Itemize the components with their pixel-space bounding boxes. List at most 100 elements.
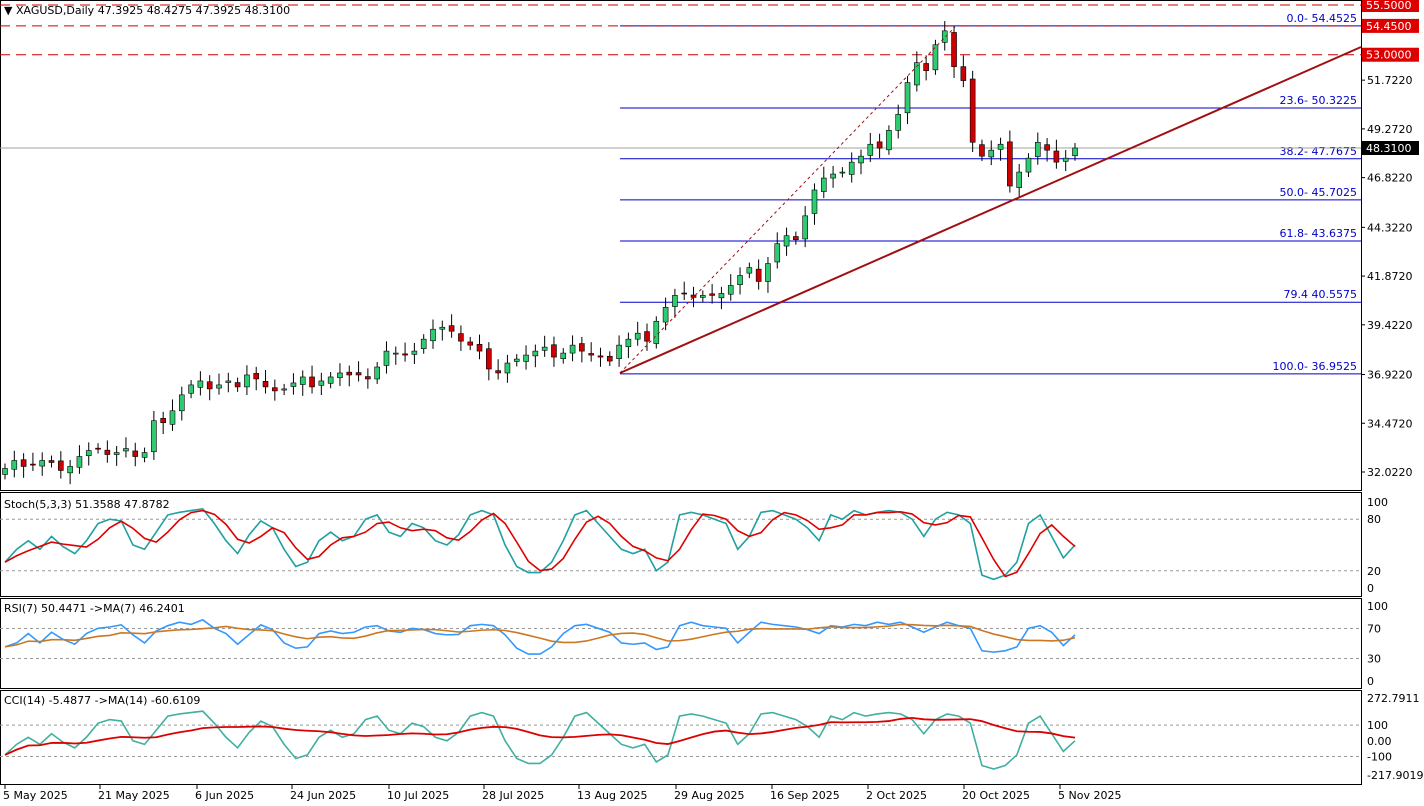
candle-body	[448, 325, 455, 332]
candle-body	[1034, 141, 1041, 157]
trendline[interactable]	[619, 46, 1362, 374]
dropdown-triangle-icon[interactable]: ▼	[4, 4, 13, 17]
candle-body	[216, 384, 222, 389]
candle-body	[932, 44, 939, 71]
candle-body	[113, 452, 120, 455]
current-price-label: 48.3100	[1366, 142, 1412, 155]
rsi-axis-label: 70	[1367, 623, 1381, 636]
candle-body	[858, 155, 864, 164]
candle-body	[709, 293, 715, 296]
candle-body	[467, 341, 474, 346]
candle-body	[160, 418, 166, 424]
rsi-label: RSI(7) 50.4471 ->MA(7) 46.2401	[4, 602, 185, 615]
candle-body	[392, 352, 399, 355]
symbol-label: XAGUSD,Daily	[15, 4, 95, 17]
candle-body	[867, 143, 874, 156]
candle-body	[11, 460, 18, 470]
candle-body	[411, 350, 418, 355]
candle-body	[76, 456, 83, 468]
candle-body	[206, 381, 213, 390]
cci-plot: 272.7911 100 0.00 -100 -217.9019	[0, 692, 1423, 782]
candle-body	[383, 350, 390, 366]
date-tick-label: 28 Jul 2025	[482, 789, 544, 802]
cci-axis-label: 272.7911	[1367, 692, 1420, 705]
candle-body	[1007, 141, 1013, 187]
candle-body	[58, 460, 64, 471]
cci-axis-label: 0.00	[1367, 735, 1392, 748]
candle-body	[513, 358, 520, 362]
candle-body	[941, 30, 948, 43]
candle-body	[281, 388, 287, 391]
candle-body	[253, 373, 260, 380]
candle-body	[811, 189, 818, 214]
stoch-axis-label: 80	[1367, 513, 1381, 526]
candle-body	[597, 355, 604, 358]
fib-label: 50.0- 45.7025	[1280, 186, 1357, 199]
level-price-label: 53.0000	[1366, 49, 1412, 62]
candle-body	[960, 66, 967, 81]
candle-body	[579, 343, 585, 352]
rsi-ma-line	[4, 623, 1076, 648]
candle-body	[523, 354, 529, 362]
rsi-plot: 100 70 30 0	[0, 600, 1388, 688]
candle-body	[569, 344, 576, 354]
cci-panel-frame	[0, 690, 1362, 785]
candle-body	[355, 372, 362, 376]
cci-label: CCI(14) -5.4877 ->MA(14) -60.6109	[4, 694, 201, 707]
main-panel-frame	[0, 0, 1362, 491]
candle-body	[85, 450, 92, 457]
date-tick-label: 5 Nov 2025	[1058, 789, 1121, 802]
candle-body	[420, 338, 427, 350]
price-tick-label: 49.2720	[1367, 123, 1413, 136]
candle-body	[1025, 157, 1032, 173]
candle-body	[234, 382, 241, 388]
candle-body	[839, 171, 846, 174]
candle-body	[318, 380, 325, 386]
candle-body	[532, 350, 539, 357]
rsi-line	[4, 618, 1076, 655]
horizontal-levels[interactable]	[0, 4, 1361, 56]
fib-label: 61.8- 43.6375	[1280, 227, 1357, 240]
candle-body	[737, 275, 743, 285]
candle-body	[430, 328, 436, 342]
price-tick-label: 44.3220	[1367, 221, 1413, 234]
candle-body	[48, 460, 55, 463]
date-tick-label: 13 Aug 2025	[577, 789, 647, 802]
fib-label: 79.4 40.5575	[1284, 288, 1357, 301]
candle-body	[634, 332, 641, 340]
candle-body	[606, 355, 613, 362]
level-price-label: 54.4500	[1366, 20, 1412, 33]
price-tick-label: 32.0220	[1367, 466, 1413, 479]
date-tick-label: 2 Oct 2025	[866, 789, 927, 802]
candle-body	[783, 235, 790, 247]
candle-body	[681, 292, 688, 295]
date-tick-label: 21 May 2025	[98, 789, 170, 802]
date-tick-label: 16 Sep 2025	[770, 789, 840, 802]
candle-body	[30, 463, 36, 466]
candle-body	[327, 376, 334, 384]
cci-axis-label: -217.9019	[1367, 769, 1423, 782]
candle-body	[151, 420, 157, 453]
fibonacci-levels[interactable]: 0.0- 54.4525 23.6- 50.3225 38.2- 47.7675 50…	[620, 12, 1361, 375]
candle-body	[504, 362, 511, 374]
candle-body	[560, 352, 567, 359]
price-tick-label: 36.9220	[1367, 369, 1413, 382]
price-tick-label: 51.7220	[1367, 74, 1413, 87]
price-tick-label: 34.4720	[1367, 417, 1413, 430]
candle-body	[690, 294, 697, 298]
candle-body	[262, 381, 269, 388]
candle-body	[67, 466, 73, 474]
fib-label: 100.0- 36.9525	[1273, 360, 1357, 373]
candle-body	[904, 82, 911, 114]
stoch-label: Stoch(5,3,3) 51.3588 47.8782	[4, 498, 170, 511]
fib-anchor-line[interactable]	[619, 26, 956, 374]
date-tick-label: 29 Aug 2025	[674, 789, 744, 802]
candle-body	[1072, 147, 1078, 157]
price-tick-label: 39.4220	[1367, 319, 1413, 332]
candle-body	[672, 295, 678, 307]
candle-body	[802, 215, 808, 240]
candle-body	[588, 353, 594, 356]
date-axis: 5 May 2025 21 May 2025 6 Jun 2025 24 Jun 20…	[3, 785, 1121, 802]
date-tick-label: 10 Jul 2025	[387, 789, 449, 802]
